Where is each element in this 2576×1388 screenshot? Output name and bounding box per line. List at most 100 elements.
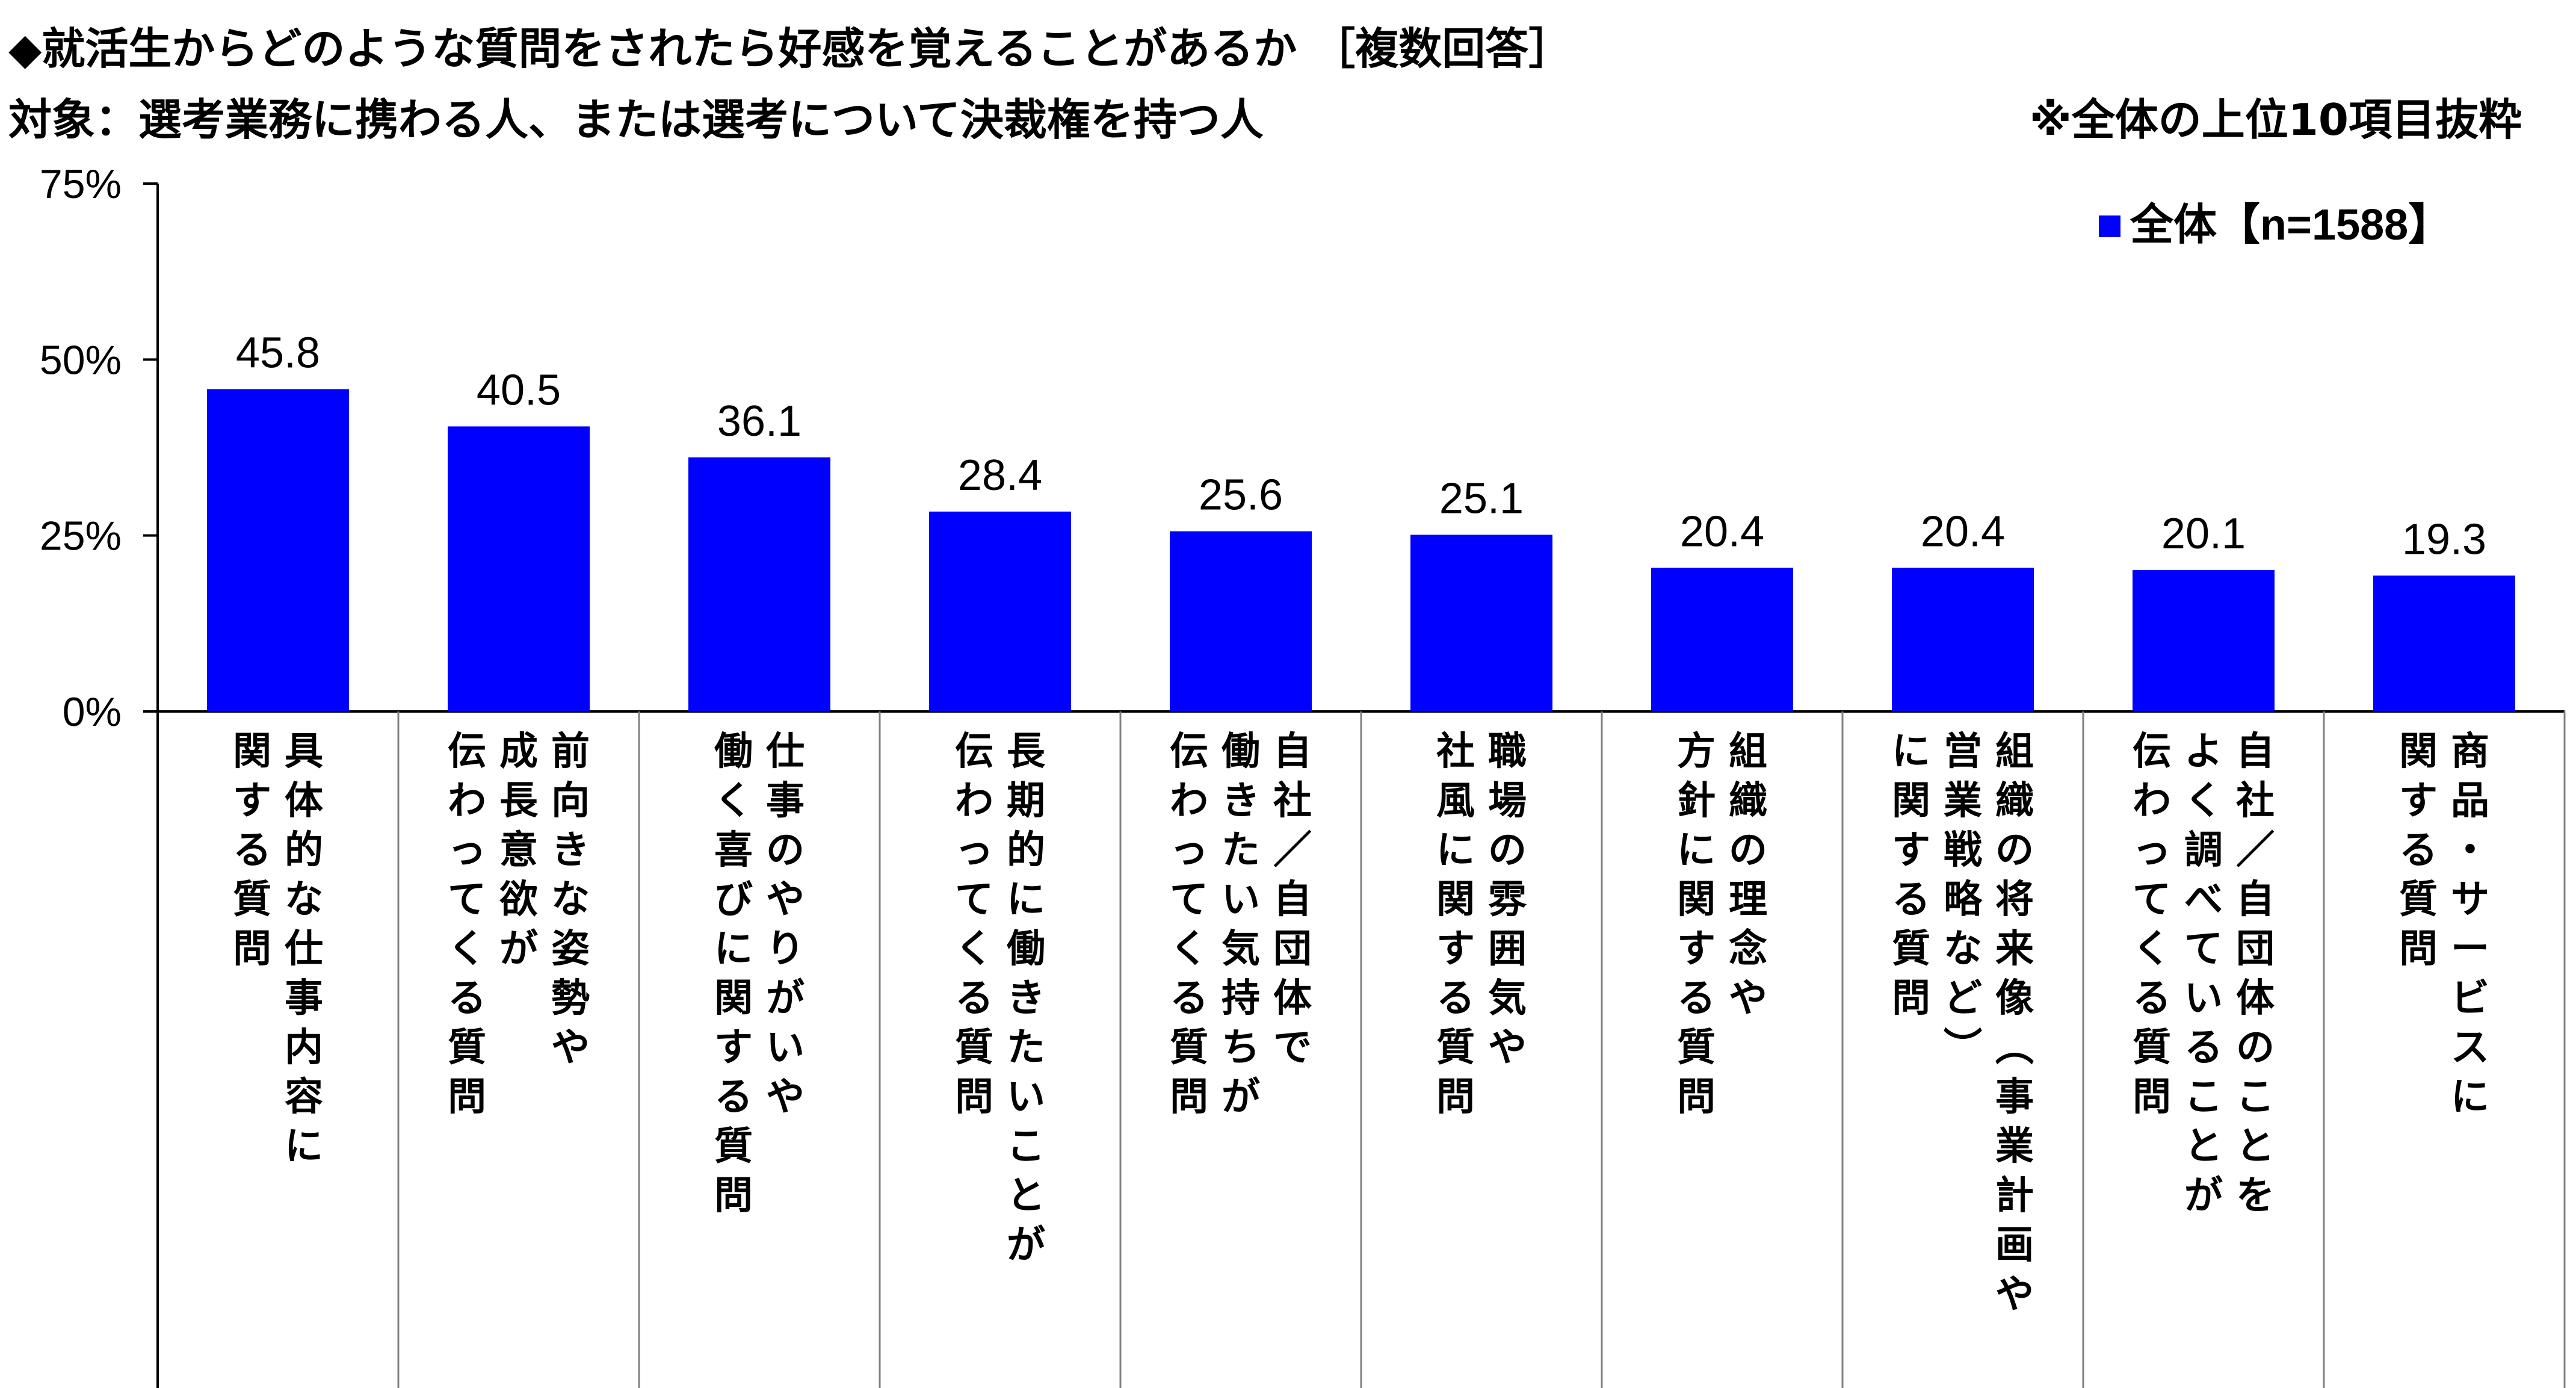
category-char: 調 <box>2184 828 2223 872</box>
category-char: る <box>2133 976 2171 1020</box>
category-char: 問 <box>448 1075 486 1118</box>
data-label: 28.4 <box>958 451 1042 500</box>
category-char: 体 <box>2236 976 2275 1020</box>
category-char: 事 <box>766 779 805 822</box>
category-char: 質 <box>955 1026 993 1069</box>
category-char: の <box>766 828 805 872</box>
category-char: 将 <box>1995 878 2034 921</box>
category-char: な <box>1944 927 1982 970</box>
category-char: て <box>2133 878 2171 921</box>
bar <box>929 511 1071 711</box>
bar <box>1651 568 1793 711</box>
category-char: ︶ <box>1944 1026 1982 1069</box>
category-char: 体 <box>1273 976 1312 1020</box>
category-char: 伝 <box>448 730 486 773</box>
category-char: こ <box>1007 1124 1045 1168</box>
category-char: 業 <box>1944 779 1982 822</box>
category-char: き <box>551 828 590 872</box>
category-char: て <box>448 878 486 921</box>
category-char: と <box>2236 1124 2275 1168</box>
category-char: 関 <box>1436 878 1475 921</box>
category-char: が <box>1007 1223 1045 1266</box>
category-char: サ <box>2451 878 2489 921</box>
bar <box>1170 531 1312 711</box>
category-char: 質 <box>714 1124 753 1168</box>
legend: 全体【n=1588】 <box>2099 201 2451 249</box>
category-char: が <box>1222 1075 1260 1118</box>
category-char: 関 <box>233 730 271 773</box>
category-char: っ <box>448 828 486 872</box>
category-char: 具 <box>285 730 323 773</box>
category-char: す <box>2399 779 2438 822</box>
category-char: 問 <box>1436 1075 1475 1118</box>
category-char: 質 <box>1170 1026 1208 1069</box>
bar <box>2133 569 2275 711</box>
category-char: 問 <box>1170 1075 1208 1118</box>
category-char: に <box>1892 730 1930 773</box>
category-char: 長 <box>1007 730 1046 773</box>
category-char: 品 <box>2451 779 2489 822</box>
category-char: く <box>714 779 753 822</box>
category-char: が <box>2184 1174 2223 1217</box>
category-char: べ <box>2184 878 2223 921</box>
chart-subtitle: 対象：選考業務に携わる人、または選考について決裁権を持つ人 <box>8 94 1264 145</box>
category-char: 商 <box>2451 730 2489 773</box>
category-char: 前 <box>551 730 590 773</box>
bar <box>1410 534 1552 711</box>
category-char: に <box>1436 828 1475 872</box>
y-tick-label: 0% <box>63 689 122 735</box>
category-char: 質 <box>1436 1026 1475 1069</box>
category-char: き <box>1007 976 1045 1020</box>
category-char: る <box>1170 976 1208 1020</box>
legend-swatch <box>2099 215 2120 237</box>
category-char: が <box>499 927 538 970</box>
category-char: 関 <box>714 976 753 1020</box>
category-char: 織 <box>1729 779 1767 822</box>
category-char: 関 <box>1677 878 1716 921</box>
category-char: す <box>1436 927 1475 970</box>
chart-note: ※全体の上位10項目抜粋 <box>2029 94 2522 145</box>
category-char: 針 <box>1677 779 1716 822</box>
category-char: く <box>2184 779 2223 822</box>
data-label: 40.5 <box>477 366 561 414</box>
category-char: 事 <box>1995 1075 2034 1118</box>
category-char: の <box>1488 828 1527 872</box>
category-char: わ <box>448 779 486 822</box>
category-char: 方 <box>1677 730 1716 773</box>
category-char: よ <box>2184 730 2223 773</box>
category-char: 社 <box>2236 779 2275 822</box>
category-char: 質 <box>1892 927 1930 970</box>
category-char: く <box>955 927 993 970</box>
category-char: 職 <box>1488 730 1527 773</box>
bar <box>2373 575 2515 711</box>
category-char: や <box>1488 1026 1527 1069</box>
category-labels: 具体的な仕事内容に関する質問前向きな姿勢や成長意欲が伝わってくる質問仕事のやりが… <box>233 730 2489 1316</box>
category-char: 織 <box>1995 779 2034 822</box>
category-char: っ <box>2133 828 2171 872</box>
category-char: 理 <box>1729 878 1767 921</box>
category-char: す <box>714 1026 753 1069</box>
category-char: 気 <box>1222 927 1260 970</box>
data-label: 20.4 <box>1680 507 1764 556</box>
bars <box>207 389 2515 711</box>
category-char: 団 <box>1273 927 1312 970</box>
category-char: 姿 <box>551 927 590 970</box>
category-char: ス <box>2451 1026 2489 1069</box>
legend-label: 全体【n=1588】 <box>2130 201 2451 249</box>
category-char: る <box>955 976 993 1020</box>
category-char: 気 <box>1488 976 1527 1020</box>
category-char: ー <box>2451 927 2489 970</box>
category-char: わ <box>1170 779 1208 822</box>
category-char: 戦 <box>1944 828 1982 872</box>
category-char: と <box>1007 1174 1045 1217</box>
category-char: 向 <box>551 779 590 822</box>
category-char: い <box>1222 878 1260 921</box>
category-char: い <box>2184 976 2223 1020</box>
category-char: 風 <box>1436 779 1475 822</box>
